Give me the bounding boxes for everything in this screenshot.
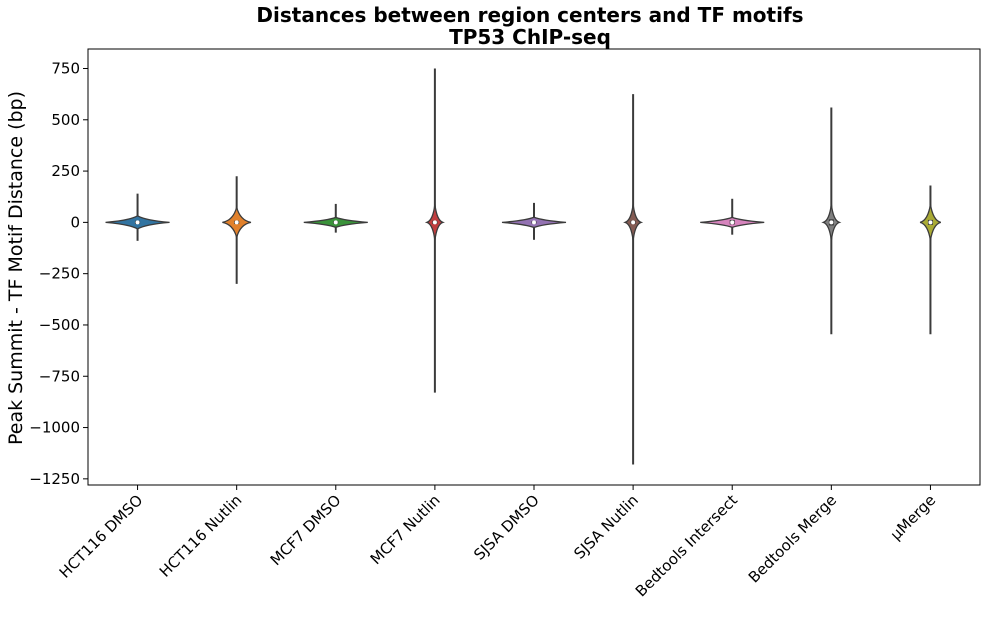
x-tick-label: SJSA Nutlin	[570, 491, 642, 563]
violin-median	[234, 220, 239, 225]
x-tick-label: Bedtools Intersect	[632, 491, 741, 600]
violin-8	[917, 185, 944, 335]
x-tick-label: MCF7 DMSO	[267, 491, 345, 569]
violin-3	[424, 68, 445, 393]
plot-frame	[87, 48, 981, 486]
violin-median	[333, 220, 338, 225]
x-tick-label: Bedtools Merge	[745, 491, 840, 586]
plot-area	[105, 68, 944, 465]
x-tick-label: HCT116 Nutlin	[156, 491, 246, 581]
y-tick-label: −1000	[29, 419, 80, 437]
x-tick-label: HCT116 DMSO	[56, 491, 147, 582]
violin-5	[623, 94, 644, 465]
violin-median	[928, 220, 933, 225]
chart-subtitle: TP53 ChIP-seq	[449, 25, 611, 49]
y-tick-label: 750	[51, 59, 80, 77]
x-tick-label: μMerge	[887, 491, 940, 544]
y-tick-label: 0	[70, 213, 80, 231]
chart-title: Distances between region centers and TF …	[256, 3, 803, 27]
y-tick-label: −750	[39, 367, 80, 385]
x-tick-label: MCF7 Nutlin	[367, 491, 444, 568]
violin-median	[432, 220, 437, 225]
x-tick-label: SJSA DMSO	[470, 491, 543, 564]
violin-0	[105, 193, 170, 241]
y-axis-label: Peak Summit - TF Motif Distance (bp)	[5, 91, 27, 445]
y-tick-label: 500	[51, 111, 80, 129]
violin-median	[730, 220, 735, 225]
violin-2	[303, 203, 368, 233]
axes: 750 500 250 0 −250 −500 −750 −1000 −1250 HCT116 D…	[29, 59, 939, 600]
y-tick-label: −500	[39, 316, 80, 334]
violin-median	[135, 220, 140, 225]
violin-7	[821, 107, 842, 335]
y-tick-label: 250	[51, 162, 80, 180]
violin-6	[700, 198, 765, 235]
y-tick-label: −1250	[29, 470, 80, 488]
violin-1	[222, 176, 252, 284]
violin-median	[829, 220, 834, 225]
y-tick-label: −250	[39, 265, 80, 283]
violin-median	[532, 220, 536, 225]
violin-4	[501, 202, 567, 240]
violin-median	[631, 220, 636, 225]
